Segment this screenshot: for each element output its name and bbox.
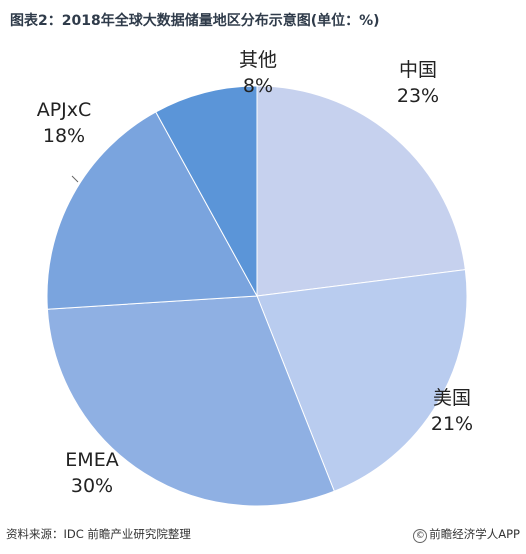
- pie-labels: 中国 23% 美国 21% EMEA 30% APJxC 18% 其他 8%: [37, 49, 473, 497]
- source-note: 资料来源：IDC 前瞻产业研究院整理: [6, 527, 191, 541]
- slice-value-label-4: 8%: [243, 75, 273, 97]
- slice-label-4: 其他: [239, 49, 277, 71]
- pie-slice-0: [256, 85, 466, 297]
- slice-value-label-0: 23%: [397, 85, 439, 107]
- pie-slices: [46, 85, 468, 507]
- pie-slice-2: [46, 295, 335, 507]
- brand-text: 前瞻经济学人APP: [429, 527, 520, 541]
- pie-slice-3: [46, 111, 258, 310]
- slice-value-label-3: 18%: [43, 125, 85, 147]
- slice-label-1: 美国: [433, 387, 471, 409]
- slice-label-0: 中国: [399, 59, 437, 81]
- chart-title: 图表2：2018年全球大数据储量地区分布示意图(单位：%): [10, 13, 380, 29]
- footer: 资料来源：IDC 前瞻产业研究院整理 © 前瞻经济学人APP: [6, 526, 520, 546]
- slice-value-label-1: 21%: [431, 413, 473, 435]
- pie-slice-1: [256, 269, 468, 492]
- pie-slice-4: [155, 85, 258, 297]
- leader-line-apjxc: [71, 175, 79, 183]
- slice-value-label-2: 30%: [71, 475, 113, 497]
- copyright-icon: ©: [413, 529, 428, 543]
- slice-label-2: EMEA: [65, 449, 118, 471]
- slice-label-3: APJxC: [37, 99, 92, 121]
- brand-note: © 前瞻经济学人APP: [413, 526, 520, 543]
